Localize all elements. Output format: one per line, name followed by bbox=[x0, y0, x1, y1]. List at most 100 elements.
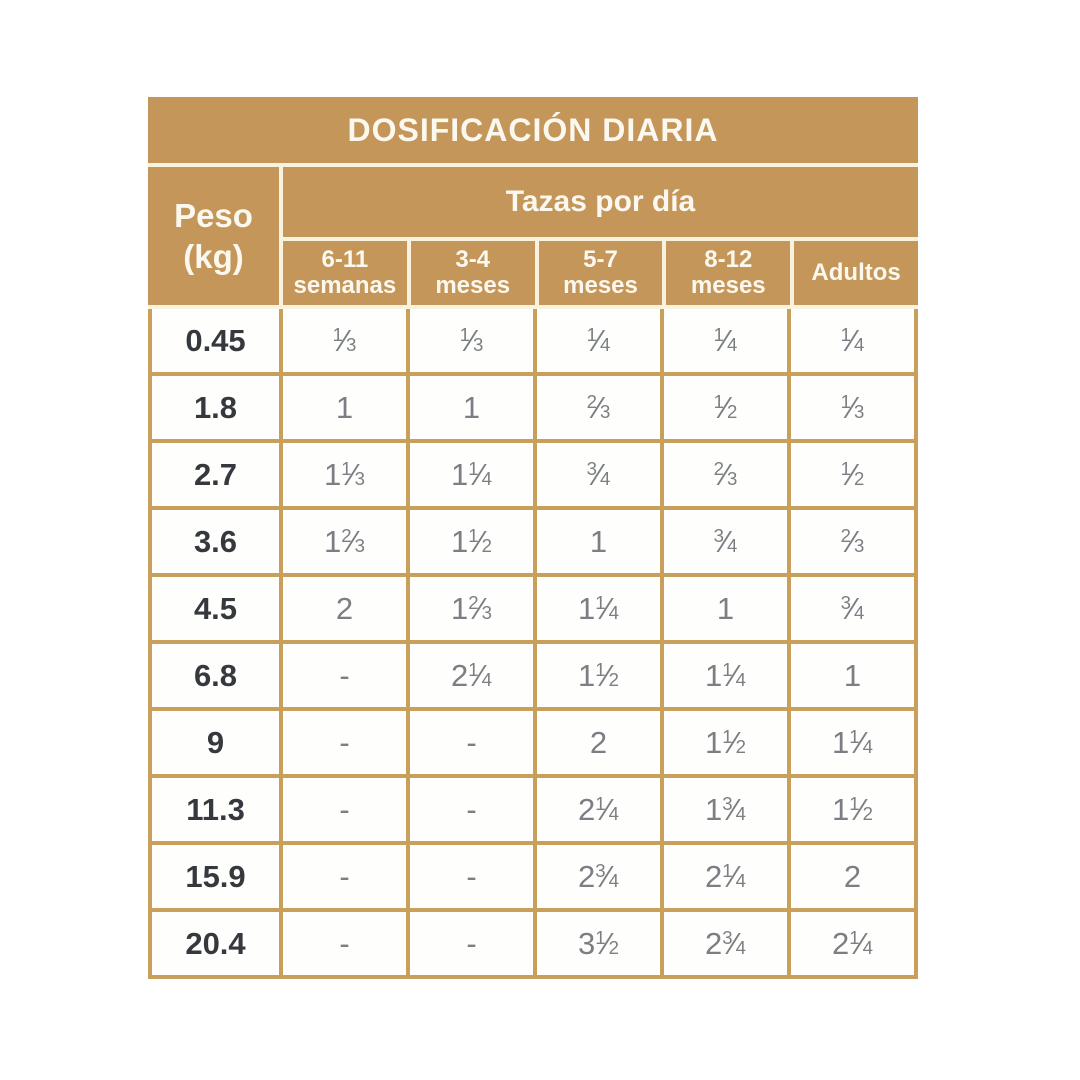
header-body-divider bbox=[148, 305, 918, 309]
dose-cell: - bbox=[410, 845, 533, 908]
group-header: Tazas por día bbox=[283, 167, 918, 237]
column-header: 3-4 meses bbox=[410, 241, 535, 305]
dose-cell: 1⁄4 bbox=[537, 309, 660, 372]
fraction: 1⁄2 bbox=[713, 390, 738, 425]
fraction: 1⁄2 bbox=[595, 926, 619, 961]
column-header: 5-7 meses bbox=[538, 241, 663, 305]
fraction: 3⁄4 bbox=[840, 591, 865, 626]
weight-cell: 4.5 bbox=[152, 577, 279, 640]
fraction: 1⁄4 bbox=[595, 591, 619, 626]
weight-cell: 0.45 bbox=[152, 309, 279, 372]
weight-cell: 11.3 bbox=[152, 778, 279, 841]
dose-cell: - bbox=[283, 912, 406, 975]
fraction: 3⁄4 bbox=[713, 524, 738, 559]
dosage-table: DOSIFICACIÓN DIARIA Peso (kg) Tazas por … bbox=[148, 97, 918, 979]
fraction: 3⁄4 bbox=[722, 792, 746, 827]
dose-cell: - bbox=[283, 778, 406, 841]
dose-cell: 2 3⁄4 bbox=[537, 845, 660, 908]
dose-cell: 1⁄2 bbox=[664, 376, 787, 439]
table-body: 0.45 1⁄3 1⁄3 1⁄4 1⁄4 1⁄4 1.8 1 1 2⁄3 1⁄2 1⁄3 2.7 1 1⁄3… bbox=[148, 309, 918, 979]
fraction: 2⁄3 bbox=[586, 390, 611, 425]
dose-cell: 1 1⁄2 bbox=[664, 711, 787, 774]
fraction: 1⁄4 bbox=[722, 658, 746, 693]
weight-cell: 6.8 bbox=[152, 644, 279, 707]
weight-cell: 15.9 bbox=[152, 845, 279, 908]
fraction: 1⁄2 bbox=[840, 457, 865, 492]
fraction: 2⁄3 bbox=[840, 524, 865, 559]
dose-cell: 1 1⁄4 bbox=[791, 711, 914, 774]
dose-cell: 1⁄3 bbox=[410, 309, 533, 372]
dose-cell: 1 1⁄4 bbox=[537, 577, 660, 640]
fraction: 1⁄4 bbox=[849, 725, 873, 760]
fraction: 1⁄4 bbox=[722, 859, 746, 894]
fraction: 1⁄3 bbox=[459, 323, 484, 358]
fraction: 1⁄4 bbox=[468, 658, 492, 693]
weight-cell: 2.7 bbox=[152, 443, 279, 506]
fraction: 1⁄4 bbox=[595, 792, 619, 827]
dose-cell: 1 bbox=[664, 577, 787, 640]
fraction: 3⁄4 bbox=[595, 859, 619, 894]
weight-cell: 1.8 bbox=[152, 376, 279, 439]
weight-cell: 3.6 bbox=[152, 510, 279, 573]
weight-cell: 20.4 bbox=[152, 912, 279, 975]
dose-cell: 3⁄4 bbox=[664, 510, 787, 573]
dose-cell: 2⁄3 bbox=[664, 443, 787, 506]
dose-cell: 1 1⁄3 bbox=[283, 443, 406, 506]
dose-cell: 2 1⁄4 bbox=[410, 644, 533, 707]
dose-cell: 1 bbox=[410, 376, 533, 439]
dose-cell: 2 1⁄4 bbox=[537, 778, 660, 841]
fraction: 2⁄3 bbox=[341, 524, 365, 559]
fraction: 1⁄4 bbox=[849, 926, 873, 961]
dose-cell: - bbox=[410, 778, 533, 841]
weight-column-header: Peso (kg) bbox=[148, 167, 279, 305]
dose-cell: 2⁄3 bbox=[791, 510, 914, 573]
dose-cell: 1 1⁄4 bbox=[664, 644, 787, 707]
fraction: 2⁄3 bbox=[468, 591, 492, 626]
weight-cell: 9 bbox=[152, 711, 279, 774]
dose-cell: 3⁄4 bbox=[537, 443, 660, 506]
dose-cell: 2 1⁄4 bbox=[791, 912, 914, 975]
fraction: 1⁄4 bbox=[713, 323, 738, 358]
fraction: 1⁄3 bbox=[341, 457, 365, 492]
dose-cell: - bbox=[410, 912, 533, 975]
fraction: 1⁄3 bbox=[840, 390, 865, 425]
dose-cell: - bbox=[283, 644, 406, 707]
dose-cell: 2 1⁄4 bbox=[664, 845, 787, 908]
fraction: 3⁄4 bbox=[722, 926, 746, 961]
dose-cell: 1⁄4 bbox=[664, 309, 787, 372]
fraction: 1⁄3 bbox=[332, 323, 357, 358]
column-header: 6-11 semanas bbox=[283, 241, 407, 305]
dose-cell: 1 2⁄3 bbox=[283, 510, 406, 573]
dose-cell: 1 1⁄4 bbox=[410, 443, 533, 506]
table-header: DOSIFICACIÓN DIARIA Peso (kg) Tazas por … bbox=[148, 97, 918, 305]
weight-header-line2: (kg) bbox=[183, 238, 244, 275]
column-header: 8-12 meses bbox=[666, 241, 791, 305]
dose-cell: - bbox=[410, 711, 533, 774]
fraction: 1⁄2 bbox=[849, 792, 873, 827]
dose-cell: 1 2⁄3 bbox=[410, 577, 533, 640]
weight-header-line1: Peso bbox=[174, 196, 253, 234]
dose-cell: 1 bbox=[537, 510, 660, 573]
dose-cell: 1⁄2 bbox=[791, 443, 914, 506]
dose-cell: 3⁄4 bbox=[791, 577, 914, 640]
dose-cell: 2 bbox=[283, 577, 406, 640]
dose-cell: - bbox=[283, 845, 406, 908]
fraction: 1⁄4 bbox=[840, 323, 865, 358]
dose-cell: 1 bbox=[283, 376, 406, 439]
dose-cell: 1 1⁄2 bbox=[791, 778, 914, 841]
dose-cell: 1 1⁄2 bbox=[410, 510, 533, 573]
dose-cell: 2 3⁄4 bbox=[664, 912, 787, 975]
dose-cell: 2⁄3 bbox=[537, 376, 660, 439]
fraction: 3⁄4 bbox=[586, 457, 611, 492]
dose-cell: 1⁄4 bbox=[791, 309, 914, 372]
dose-cell: 2 bbox=[537, 711, 660, 774]
dose-cell: 1 3⁄4 bbox=[664, 778, 787, 841]
dose-cell: 1 bbox=[791, 644, 914, 707]
fraction: 1⁄2 bbox=[468, 524, 492, 559]
fraction: 1⁄2 bbox=[722, 725, 746, 760]
dose-cell: 1⁄3 bbox=[791, 376, 914, 439]
dose-cell: 2 bbox=[791, 845, 914, 908]
fraction: 1⁄4 bbox=[468, 457, 492, 492]
table-title: DOSIFICACIÓN DIARIA bbox=[148, 97, 918, 163]
dose-cell: 3 1⁄2 bbox=[537, 912, 660, 975]
